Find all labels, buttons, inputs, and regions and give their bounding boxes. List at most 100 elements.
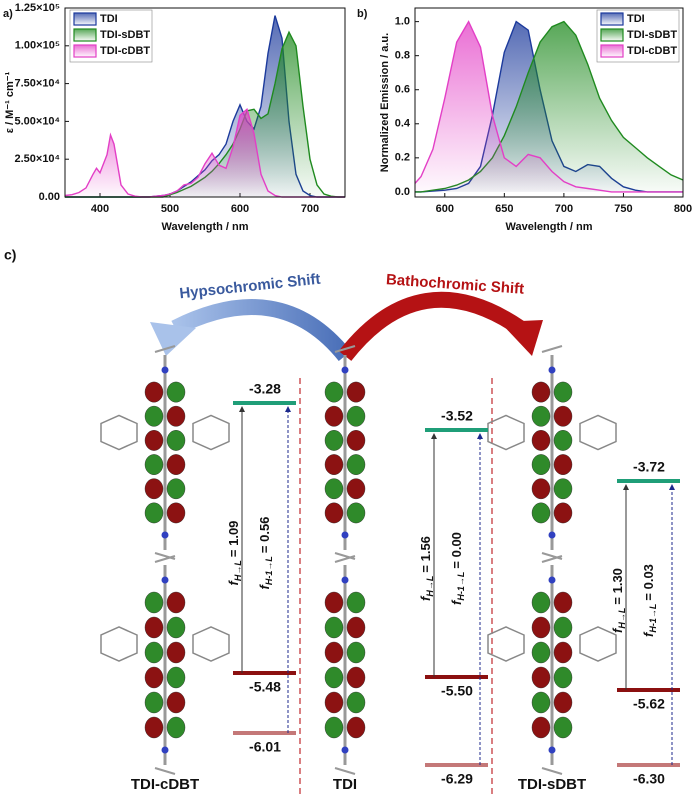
orbital-lobe (346, 478, 366, 500)
f-subscript: H-1→L (264, 556, 274, 585)
orbital-lobe (144, 691, 164, 714)
orbital-lobe (553, 616, 573, 639)
y-tick-label: 1.00×10⁵ (15, 40, 60, 52)
f-value: = 0.56 (257, 517, 272, 554)
energy-label: -5.62 (633, 696, 665, 712)
nitrogen (341, 746, 349, 754)
side-group (100, 626, 138, 662)
energy-label: -6.29 (441, 771, 473, 787)
orbital-lobe (324, 478, 344, 500)
tert-butyl (541, 555, 563, 563)
y-tick-label: 0.4 (395, 118, 411, 130)
orbital-lobe (144, 641, 164, 664)
f-value: = 1.30 (610, 568, 625, 605)
orbital-lobe (553, 478, 573, 500)
area (65, 109, 345, 197)
plot-frame (64, 7, 346, 198)
energy-label: -3.72 (633, 459, 665, 475)
orbital-lobe (531, 666, 551, 689)
orbital-lobe (144, 616, 164, 639)
orbital-lobe (166, 454, 186, 475)
legend-label: TDI-cDBT (627, 45, 677, 57)
side-group (487, 414, 525, 451)
orbital-lobe (346, 691, 366, 714)
arrow-head (150, 322, 196, 356)
f-value: = 0.03 (641, 564, 656, 601)
f-subscript: H→L (617, 608, 627, 629)
x-axis-title: Wavelength / nm (506, 221, 593, 233)
orbital-lobe (553, 405, 573, 427)
energy-label: -6.30 (633, 771, 665, 787)
orbital-lobe (553, 454, 573, 475)
x-tick-label: 500 (161, 203, 179, 215)
y-tick-label: 7.50×10⁴ (14, 78, 60, 90)
f-symbol: f (449, 599, 464, 605)
y-tick-label: 2.50×10⁴ (14, 153, 60, 165)
orbital-lobe (144, 666, 164, 689)
orbital-lobe (166, 691, 186, 714)
f-subscript: H-1→L (648, 604, 658, 633)
f-symbol: f (418, 595, 433, 601)
hypsochromic-arrow (171, 299, 352, 362)
orbital-lobe (324, 691, 344, 714)
orbital-lobe (346, 405, 366, 427)
f-symbol: f (641, 631, 656, 637)
orbital-lobe (166, 478, 186, 500)
arrow-head (239, 406, 245, 412)
x-tick-label: 650 (495, 203, 513, 215)
side-group (192, 414, 230, 451)
orbital-lobe (346, 454, 366, 475)
energy-label: -6.01 (249, 739, 281, 755)
arrow-head (669, 484, 675, 490)
legend-swatch (600, 44, 624, 58)
orbital-lobe (346, 381, 366, 403)
orbital-lobe (166, 716, 186, 739)
orbital-lobe (144, 478, 164, 500)
energy-label: -3.28 (249, 381, 281, 397)
nitrogen (548, 746, 556, 754)
orbital-lobe (166, 430, 186, 451)
nitrogen (161, 576, 169, 584)
orbital-lobe (346, 591, 366, 614)
orbital-lobe (531, 502, 551, 524)
orbital-lobe (346, 430, 366, 451)
orbital-lobe (531, 591, 551, 614)
oscillator-strength: fH→L = 1.09 (226, 521, 243, 586)
x-tick-label: 750 (614, 203, 632, 215)
orbital-lobe (553, 502, 573, 524)
oscillator-strength: fH-1→L = 0.03 (641, 564, 658, 637)
bathochromic-arrow (338, 291, 525, 361)
orbital-lobe (324, 430, 344, 451)
orbital-lobe (346, 666, 366, 689)
energy-label: -3.52 (441, 408, 473, 424)
x-tick-label: 400 (91, 203, 109, 215)
orbital-lobe (553, 381, 573, 403)
legend-swatch (600, 28, 624, 42)
f-value: = 1.09 (226, 521, 241, 558)
orbital-lobe (144, 716, 164, 739)
orbital-lobe (324, 616, 344, 639)
y-tick-label: 0.8 (395, 50, 410, 62)
y-tick-label: 1.0 (395, 16, 410, 28)
energy-label: -5.50 (441, 683, 473, 699)
orbital-lobe (324, 591, 344, 614)
oscillator-strength: fH-1→L = 0.00 (449, 532, 466, 605)
arrow-head (477, 433, 483, 439)
f-symbol: f (226, 579, 241, 585)
plot-frame (414, 7, 684, 198)
nitrogen (548, 531, 556, 539)
orbital-lobe (166, 405, 186, 427)
orbital-lobe (166, 616, 186, 639)
arrow-head (623, 484, 629, 490)
y-axis-title: Normalized Emission / a.u. (379, 33, 391, 172)
orbital-lobe (324, 381, 344, 403)
line (414, 20, 683, 193)
tert-butyl (334, 345, 356, 353)
side-group (192, 626, 230, 662)
tert-butyl (154, 555, 176, 563)
legend-label: TDI-sDBT (100, 29, 150, 41)
orbital-lobe (324, 716, 344, 739)
side-group (487, 626, 525, 662)
